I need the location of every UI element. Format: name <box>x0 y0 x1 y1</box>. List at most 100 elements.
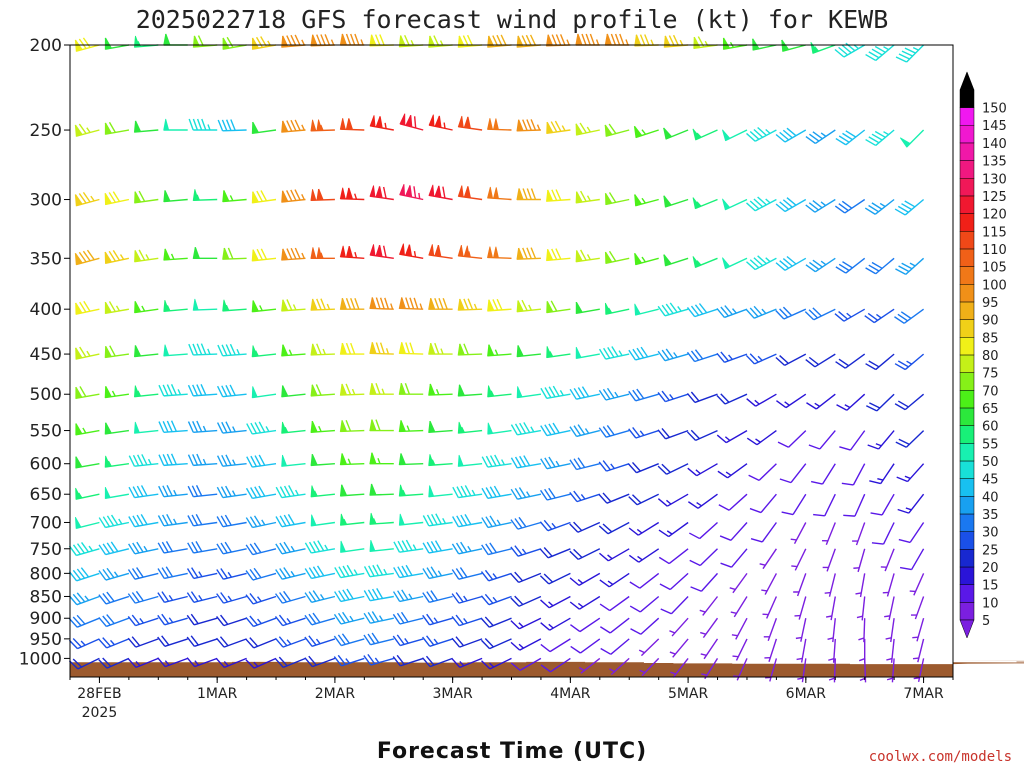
wind-barb <box>428 184 453 201</box>
y-tick-label: 800 <box>30 564 62 584</box>
wind-barb <box>909 573 925 596</box>
wind-barb <box>805 353 836 368</box>
wind-barb <box>834 308 866 322</box>
y-tick-label: 750 <box>30 540 62 560</box>
colorbar-swatch <box>959 231 975 250</box>
credit-link[interactable]: coolwx.com/models <box>869 749 1012 765</box>
wind-barb <box>657 463 689 475</box>
wind-barb <box>310 485 335 498</box>
wind-barb <box>856 596 866 621</box>
wind-barb <box>797 658 807 683</box>
wind-barb <box>251 190 277 204</box>
wind-barb <box>186 657 218 668</box>
wind-barb <box>895 257 925 275</box>
wind-barb <box>746 126 777 142</box>
wind-barb <box>451 592 483 604</box>
wind-barb <box>639 657 660 677</box>
wind-barb <box>75 456 100 469</box>
colorbar-label: 120 <box>982 208 1007 223</box>
wind-barb <box>68 657 100 670</box>
wind-barb <box>716 429 748 444</box>
wind-barb <box>188 343 218 356</box>
wind-barb <box>275 513 306 528</box>
wind-barb <box>398 342 424 355</box>
wind-barb <box>763 617 778 641</box>
wind-barb <box>222 299 247 312</box>
wind-barb <box>570 617 601 633</box>
wind-barb <box>339 245 365 259</box>
wind-barb <box>764 638 778 662</box>
wind-barb <box>487 246 512 259</box>
wind-barb <box>700 617 719 639</box>
wind-barb <box>578 657 601 674</box>
wind-barb <box>540 617 571 631</box>
wind-barb <box>369 419 394 432</box>
wind-barb <box>422 513 453 527</box>
wind-barb <box>824 573 836 597</box>
wind-barb <box>516 34 541 48</box>
wind-barb <box>569 595 601 610</box>
wind-barb <box>245 485 277 500</box>
wind-barb <box>339 484 365 497</box>
wind-barb <box>628 346 659 361</box>
wind-barb <box>187 485 218 498</box>
wind-barb <box>157 657 188 668</box>
wind-barb <box>398 297 424 310</box>
wind-barb <box>687 493 718 509</box>
wind-barb <box>339 297 365 310</box>
wind-barb <box>304 540 336 554</box>
wind-barb <box>369 540 394 553</box>
wind-barb <box>575 301 600 315</box>
wind-barb <box>638 638 660 657</box>
wind-barb <box>836 393 866 411</box>
wind-barb <box>598 346 630 360</box>
colorbar-swatch <box>959 496 975 515</box>
wind-barb <box>157 613 188 626</box>
wind-barb <box>720 548 748 568</box>
wind-barb <box>759 548 777 570</box>
wind-barb <box>686 303 718 318</box>
wind-barb <box>339 419 365 433</box>
wind-barb <box>516 386 541 399</box>
wind-barb <box>686 391 718 404</box>
wind-barb <box>687 463 718 477</box>
wind-barb <box>421 655 453 668</box>
colorbar-swatch <box>959 531 975 550</box>
wind-barb <box>822 548 836 572</box>
wind-barb <box>363 611 394 624</box>
wind-barb <box>187 541 218 554</box>
wind-barb <box>74 346 100 360</box>
colorbar-swatch <box>959 478 975 497</box>
colorbar-label: 55 <box>982 437 999 452</box>
wind-barb <box>398 484 424 497</box>
wind-barb <box>399 113 424 131</box>
wind-barb <box>457 185 483 201</box>
wind-barb <box>310 343 335 356</box>
x-tick-label: 7MAR <box>903 686 944 702</box>
wind-barb <box>730 596 748 618</box>
wind-barb <box>825 596 836 621</box>
wind-barb <box>600 638 630 655</box>
wind-barb <box>158 485 188 498</box>
wind-barb <box>913 658 925 683</box>
wind-barb <box>658 521 689 538</box>
wind-barb <box>281 454 306 467</box>
wind-barb <box>871 522 895 545</box>
x-tick-sublabel: 2025 <box>82 705 118 721</box>
wind-barb <box>886 638 895 663</box>
wind-barb <box>569 386 600 400</box>
colorbar-swatch <box>959 372 975 391</box>
y-tick-label: 350 <box>30 249 62 269</box>
wind-barb <box>884 596 895 621</box>
wind-barb <box>748 463 777 482</box>
colorbar-label: 5 <box>982 614 990 629</box>
x-tick-label: 28FEB <box>77 686 121 702</box>
wind-barb <box>480 616 512 628</box>
wind-barb <box>217 343 247 357</box>
wind-barb <box>663 127 689 140</box>
wind-barb <box>163 33 188 46</box>
wind-barb <box>398 513 424 526</box>
colorbar-swatch <box>959 107 975 126</box>
wind-barb <box>896 463 925 483</box>
y-tick-label: 550 <box>30 422 62 442</box>
